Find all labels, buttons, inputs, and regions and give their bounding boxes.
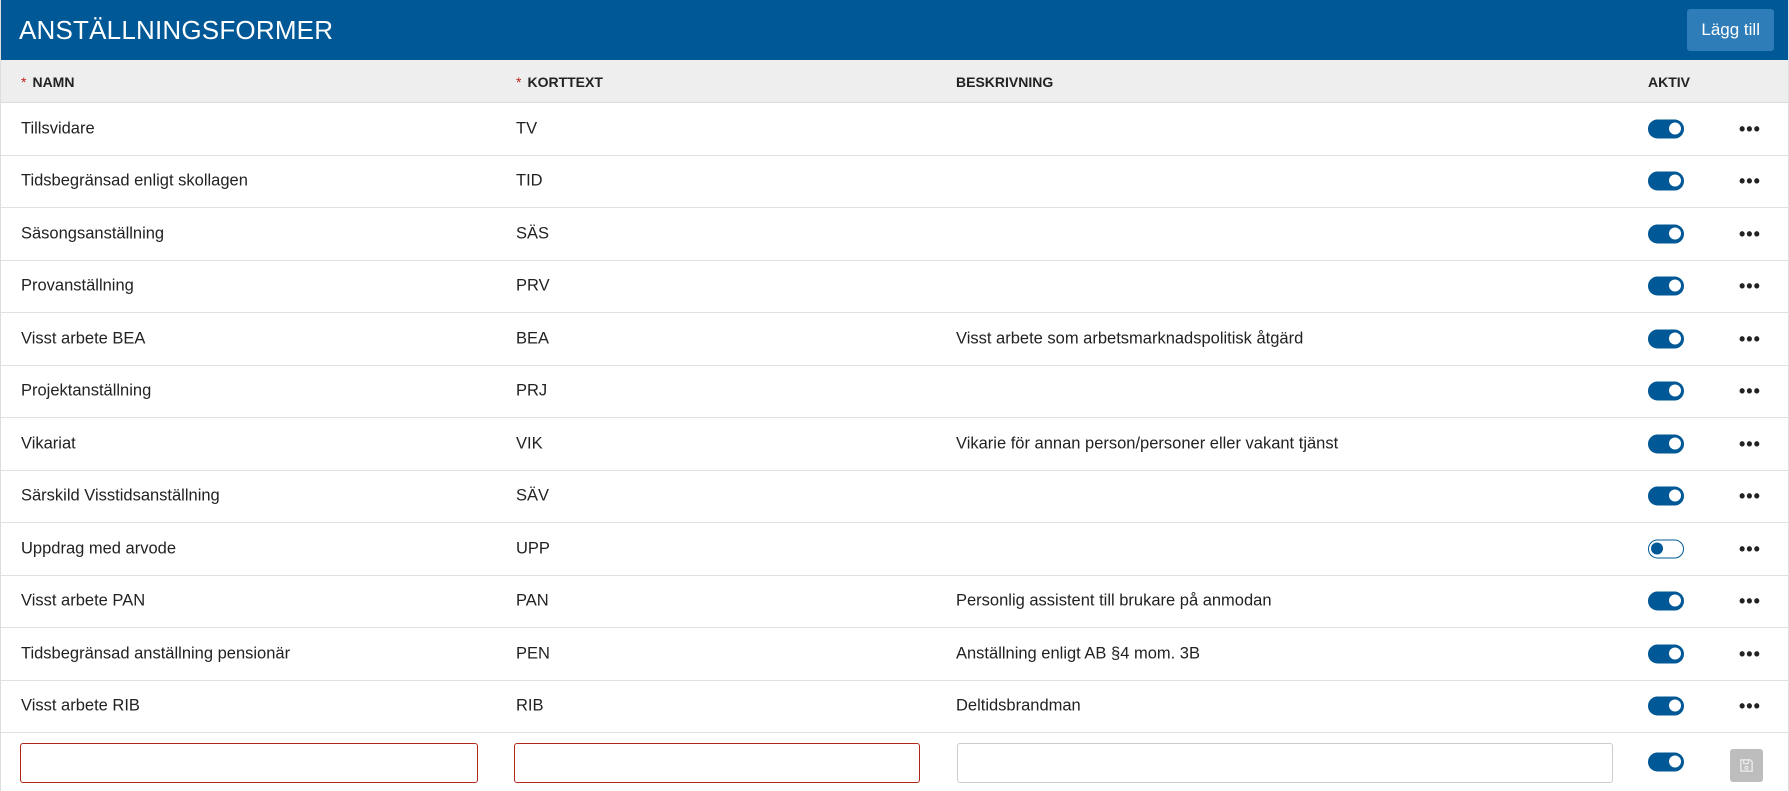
active-toggle[interactable] bbox=[1648, 696, 1684, 716]
row-short: SÄS bbox=[516, 224, 550, 243]
active-toggle[interactable] bbox=[1648, 224, 1684, 244]
table-row: Visst arbete PAN PAN Personlig assistent… bbox=[1, 576, 1788, 628]
table-row: Visst arbete BEA BEA Visst arbete som ar… bbox=[1, 313, 1788, 366]
more-horizontal-icon[interactable]: ••• bbox=[1739, 171, 1761, 192]
more-horizontal-icon[interactable]: ••• bbox=[1739, 643, 1761, 664]
row-short: PRJ bbox=[516, 381, 548, 400]
more-horizontal-icon[interactable]: ••• bbox=[1739, 223, 1761, 244]
column-description[interactable]: BESKRIVNING bbox=[956, 74, 1054, 90]
table-header: * NAMN * KORTTEXT BESKRIVNING AKTIV bbox=[1, 60, 1788, 103]
row-name: Visst arbete RIB bbox=[21, 696, 140, 715]
row-short: PRV bbox=[516, 276, 550, 295]
row-description: Visst arbete som arbetsmarknadspolitisk … bbox=[956, 329, 1304, 348]
new-row bbox=[1, 733, 1788, 791]
more-horizontal-icon[interactable]: ••• bbox=[1739, 486, 1761, 507]
table-row: Tidsbegränsad enligt skollagen TID ••• bbox=[1, 156, 1788, 208]
row-description: Personlig assistent till brukare på anmo… bbox=[956, 591, 1272, 610]
row-short: VIK bbox=[516, 434, 543, 453]
active-toggle[interactable] bbox=[1648, 381, 1684, 401]
new-short-input[interactable] bbox=[514, 743, 920, 783]
table-row: Säsongsanställning SÄS ••• bbox=[1, 208, 1788, 261]
table-row: Tillsvidare TV ••• bbox=[1, 103, 1788, 156]
row-description: Anställning enligt AB §4 mom. 3B bbox=[956, 644, 1200, 663]
row-name: Uppdrag med arvode bbox=[21, 539, 177, 558]
table-row: Vikariat VIK Vikarie för annan person/pe… bbox=[1, 418, 1788, 471]
more-horizontal-icon[interactable]: ••• bbox=[1739, 381, 1761, 402]
active-toggle[interactable] bbox=[1648, 434, 1684, 454]
row-short: SÄV bbox=[516, 486, 550, 505]
active-toggle[interactable] bbox=[1648, 591, 1684, 611]
row-name: Säsongsanställning bbox=[21, 224, 165, 243]
row-name: Särskild Visstidsanställning bbox=[21, 486, 220, 505]
row-name: Provanställning bbox=[21, 276, 134, 295]
required-mark: * bbox=[21, 74, 27, 90]
table-row: Projektanställning PRJ ••• bbox=[1, 366, 1788, 418]
more-horizontal-icon[interactable]: ••• bbox=[1739, 433, 1761, 454]
save-button[interactable] bbox=[1730, 749, 1763, 782]
table-row: Uppdrag med arvode UPP ••• bbox=[1, 523, 1788, 576]
row-short: UPP bbox=[516, 539, 550, 558]
active-toggle[interactable] bbox=[1648, 486, 1684, 506]
active-toggle[interactable] bbox=[1648, 329, 1684, 349]
active-toggle[interactable] bbox=[1648, 171, 1684, 191]
table-row: Särskild Visstidsanställning SÄV ••• bbox=[1, 471, 1788, 523]
row-name: Tillsvidare bbox=[21, 119, 95, 138]
new-active-toggle[interactable] bbox=[1648, 752, 1684, 772]
row-short: BEA bbox=[516, 329, 550, 348]
active-toggle[interactable] bbox=[1648, 539, 1684, 559]
new-name-input[interactable] bbox=[20, 743, 478, 783]
more-horizontal-icon[interactable]: ••• bbox=[1739, 696, 1761, 717]
table-row: Visst arbete RIB RIB Deltidsbrandman ••• bbox=[1, 681, 1788, 733]
panel-header: ANSTÄLLNINGSFORMER Lägg till bbox=[1, 0, 1788, 60]
row-description: Vikarie för annan person/personer eller … bbox=[956, 434, 1339, 453]
column-name[interactable]: * NAMN bbox=[21, 74, 74, 90]
more-horizontal-icon[interactable]: ••• bbox=[1739, 328, 1761, 349]
column-label: KORTTEXT bbox=[527, 74, 603, 90]
more-horizontal-icon[interactable]: ••• bbox=[1739, 538, 1761, 559]
row-name: Visst arbete PAN bbox=[21, 591, 146, 610]
column-short[interactable]: * KORTTEXT bbox=[516, 74, 603, 90]
active-toggle[interactable] bbox=[1648, 644, 1684, 664]
row-short: RIB bbox=[516, 696, 544, 715]
save-icon bbox=[1740, 759, 1753, 772]
more-horizontal-icon[interactable]: ••• bbox=[1739, 276, 1761, 297]
row-short: TV bbox=[516, 119, 538, 138]
row-short: TID bbox=[516, 171, 543, 190]
row-short: PAN bbox=[516, 591, 549, 610]
table-row: Provanställning PRV ••• bbox=[1, 261, 1788, 313]
row-name: Visst arbete BEA bbox=[21, 329, 146, 348]
table-row: Tidsbegränsad anställning pensionär PEN … bbox=[1, 628, 1788, 681]
row-name: Tidsbegränsad anställning pensionär bbox=[21, 644, 291, 663]
row-name: Tidsbegränsad enligt skollagen bbox=[21, 171, 248, 190]
table-body: Tillsvidare TV ••• Tidsbegränsad enligt s… bbox=[1, 103, 1788, 733]
row-name: Projektanställning bbox=[21, 381, 152, 400]
active-toggle[interactable] bbox=[1648, 119, 1684, 139]
row-description: Deltidsbrandman bbox=[956, 696, 1081, 715]
row-short: PEN bbox=[516, 644, 550, 663]
row-name: Vikariat bbox=[21, 434, 76, 453]
page-title: ANSTÄLLNINGSFORMER bbox=[19, 14, 334, 45]
add-button[interactable]: Lägg till bbox=[1687, 9, 1774, 51]
required-mark: * bbox=[516, 74, 522, 90]
more-horizontal-icon[interactable]: ••• bbox=[1739, 118, 1761, 139]
column-active[interactable]: AKTIV bbox=[1648, 74, 1690, 90]
new-description-input[interactable] bbox=[957, 743, 1613, 783]
active-toggle[interactable] bbox=[1648, 276, 1684, 296]
column-label: NAMN bbox=[32, 74, 75, 90]
more-horizontal-icon[interactable]: ••• bbox=[1739, 591, 1761, 612]
